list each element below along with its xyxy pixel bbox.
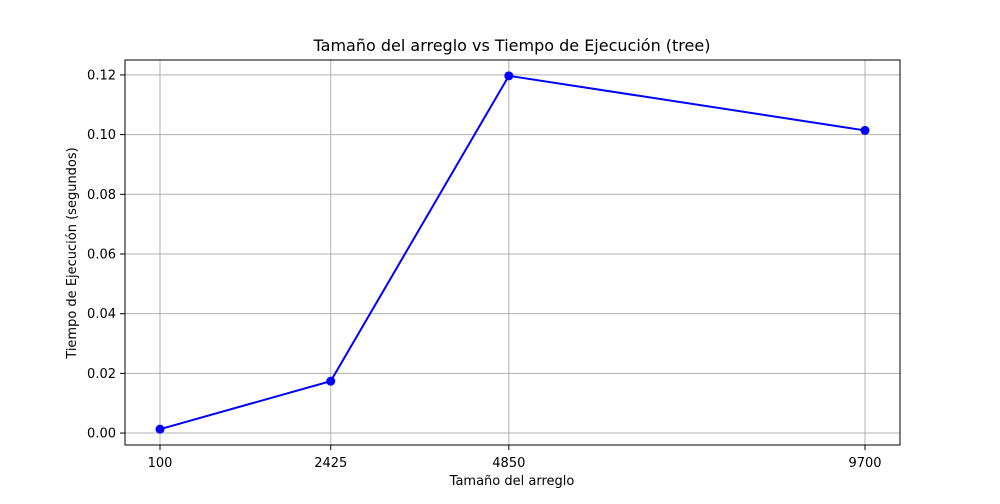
x-tick-label: 9700 bbox=[848, 456, 881, 471]
axis-ticks: 100 2425 4850 9700 0.00 0.02 0.04 0.06 0.08 0.10 0… bbox=[87, 68, 882, 471]
series bbox=[155, 71, 870, 434]
x-tick-label: 4850 bbox=[492, 456, 525, 471]
chart-title: Tamaño del arreglo vs Tiempo de Ejecució… bbox=[313, 36, 711, 55]
x-axis-label: Tamaño del arreglo bbox=[449, 474, 575, 489]
y-tick-label: 0.06 bbox=[87, 247, 116, 262]
y-axis-label: Tiempo de Ejecución (segundos) bbox=[65, 147, 80, 359]
y-tick-label: 0.10 bbox=[87, 128, 116, 143]
data-point-marker bbox=[326, 376, 336, 386]
x-tick-label: 2425 bbox=[314, 456, 347, 471]
data-point-marker bbox=[860, 125, 870, 135]
y-tick-label: 0.00 bbox=[87, 427, 116, 442]
grid bbox=[125, 60, 900, 445]
y-tick-label: 0.08 bbox=[87, 188, 116, 203]
y-tick-label: 0.12 bbox=[87, 68, 116, 83]
series-line bbox=[159, 74, 866, 431]
data-point-marker bbox=[504, 71, 514, 81]
y-tick-label: 0.04 bbox=[87, 307, 116, 322]
plot-frame bbox=[124, 59, 901, 446]
y-tick-label: 0.02 bbox=[87, 367, 116, 382]
x-tick-label: 100 bbox=[148, 456, 173, 471]
data-point-marker bbox=[155, 424, 165, 434]
